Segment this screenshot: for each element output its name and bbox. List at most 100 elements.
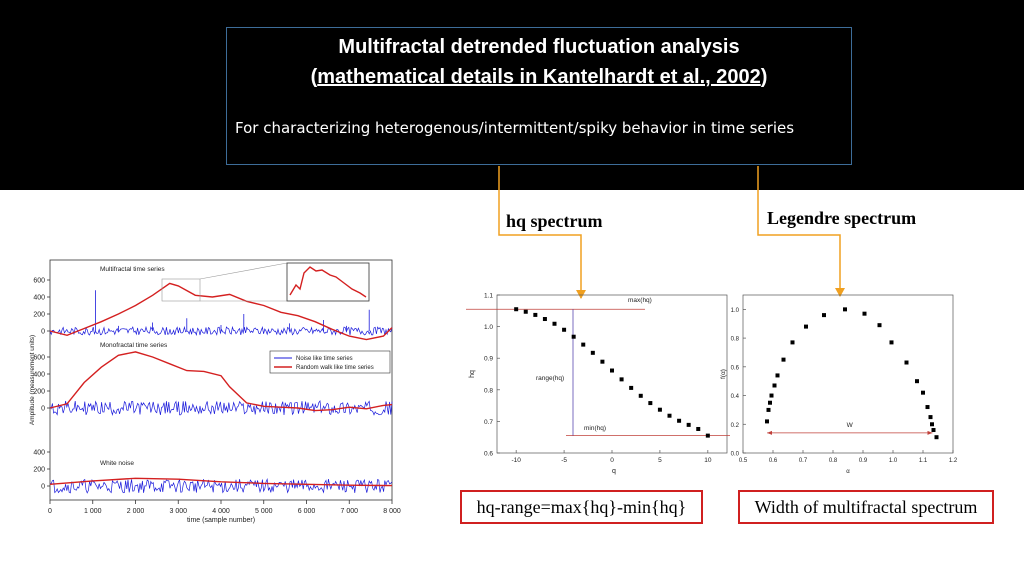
hq-x-tick-label: -5 bbox=[561, 457, 567, 464]
arrowhead-legendre bbox=[835, 288, 845, 297]
ts-legend-label-noise: Noise like time series bbox=[296, 356, 353, 362]
ts-y-tick-label: 200 bbox=[33, 467, 45, 474]
arrow-to-hq-label bbox=[498, 166, 582, 298]
fa-data-point bbox=[862, 311, 867, 316]
hq-data-point bbox=[590, 350, 595, 355]
hq-data-point bbox=[638, 393, 643, 398]
ts-zoom-line bbox=[199, 262, 288, 280]
fa-y-tick-label: 0.8 bbox=[731, 337, 740, 343]
hq-data-point bbox=[686, 422, 691, 427]
hq-data-point bbox=[542, 317, 547, 322]
hq-y-tick-label: 0.6 bbox=[484, 451, 493, 458]
ts-x-tick-label: 7 000 bbox=[340, 508, 358, 515]
hq-range-annotation: range(hq) bbox=[536, 375, 564, 382]
hq-x-tick-label: 10 bbox=[704, 457, 712, 464]
ts-y-axis-label: Amplitude (measurement units) bbox=[29, 335, 36, 425]
hq-data-point bbox=[552, 321, 557, 326]
hq-data-point bbox=[657, 407, 662, 412]
hq-y-tick-label: 1.1 bbox=[484, 293, 493, 300]
hq-data-point bbox=[581, 342, 586, 347]
fa-data-point bbox=[765, 419, 769, 424]
fa-data-point bbox=[775, 373, 780, 378]
ts-panel-label: Monofractal time series bbox=[100, 342, 168, 349]
ts-y-tick-label: 200 bbox=[33, 389, 45, 396]
fa-x-tick-label: 0.8 bbox=[829, 458, 838, 464]
fa-y-tick-label: 0.6 bbox=[731, 365, 740, 371]
fa-data-point bbox=[928, 415, 933, 420]
fa-width-arrowhead-right bbox=[927, 430, 933, 435]
ts-y-tick-label: 200 bbox=[33, 312, 45, 319]
hq-x-tick-label: -10 bbox=[511, 457, 521, 464]
fa-data-point bbox=[766, 407, 771, 412]
fa-data-point bbox=[889, 340, 894, 345]
ts-zoom-selection bbox=[161, 278, 201, 302]
hq-data-point bbox=[629, 385, 634, 390]
subtitle-open-paren: ( bbox=[310, 66, 318, 88]
fa-x-tick-label: 0.5 bbox=[739, 458, 748, 464]
hq-data-point bbox=[648, 401, 653, 406]
slide-title: Multifractal detrended fluctuation analy… bbox=[338, 36, 740, 58]
hq-data-point bbox=[696, 426, 701, 431]
fa-data-point bbox=[768, 400, 772, 405]
fa-frame bbox=[742, 294, 954, 454]
fa-x-tick-label: 0.7 bbox=[799, 458, 808, 464]
hq-y-tick-label: 0.8 bbox=[484, 387, 493, 394]
kantelhardt-reference-link[interactable]: mathematical details in Kantelhardt et a… bbox=[317, 66, 761, 88]
subtitle-close-paren: ) bbox=[760, 66, 768, 88]
fa-data-point bbox=[822, 313, 826, 318]
fa-y-tick-label: 0.4 bbox=[731, 394, 740, 400]
fa-width-annotation: W bbox=[847, 422, 854, 429]
ts-y-tick-label: 0 bbox=[41, 406, 45, 413]
ts-x-tick-label: 8 000 bbox=[383, 508, 401, 515]
legendre-spectrum-chart: 0.0 0.2 0.4 0.6 0.8 1.0 0.5 0.6 0.7 0.8 0.9 1.0 1.1 1… bbox=[720, 294, 958, 475]
hq-y-tick-label: 1.0 bbox=[484, 324, 493, 331]
ts-x-tick-label: 0 bbox=[48, 508, 52, 515]
slide-subtitle: (mathematical details in Kantelhardt et … bbox=[227, 66, 851, 89]
ts-y-tick-label: 600 bbox=[33, 355, 45, 362]
ts-panel-label: Multifractal time series bbox=[100, 266, 165, 273]
hq-data-point bbox=[705, 433, 710, 438]
fa-data-point bbox=[915, 379, 919, 384]
hq-min-annotation: min(hq) bbox=[584, 425, 606, 432]
hq-data-point bbox=[514, 307, 519, 312]
ts-random-walk-series bbox=[49, 477, 393, 487]
arrowhead-hq bbox=[576, 290, 586, 299]
hq-data-point bbox=[677, 418, 682, 423]
hq-data-point bbox=[600, 359, 605, 364]
hq-frame bbox=[496, 294, 728, 454]
hq-max-annotation: max(hq) bbox=[628, 297, 652, 304]
fa-data-point bbox=[904, 360, 909, 365]
fa-data-point bbox=[843, 307, 847, 312]
fa-data-point bbox=[934, 435, 939, 440]
ts-random-walk-series bbox=[49, 351, 393, 412]
ts-x-tick-label: 1 000 bbox=[84, 508, 102, 515]
hq-y-tick-label: 0.9 bbox=[484, 356, 493, 363]
hq-spectrum-label: hq spectrum bbox=[506, 211, 603, 231]
fa-data-point bbox=[790, 340, 795, 345]
ts-y-tick-label: 0 bbox=[41, 329, 45, 336]
ts-y-tick-label: 0 bbox=[41, 484, 45, 491]
hq-y-axis-label: hq bbox=[469, 370, 476, 378]
ts-legend-box bbox=[269, 350, 391, 374]
ts-noise-series bbox=[49, 477, 393, 494]
hq-range-formula-box: hq-range=max{hq}-min{hq} bbox=[460, 490, 703, 524]
width-caption-box: Width of multifractal spectrum bbox=[738, 490, 994, 524]
hq-data-point bbox=[523, 309, 528, 314]
hq-data-point bbox=[562, 327, 567, 332]
ts-panel-label: White noise bbox=[100, 460, 134, 467]
ts-legend-label-random-walk: Random walk like time series bbox=[296, 365, 374, 371]
fa-data-point bbox=[804, 324, 808, 329]
ts-x-tick-label: 2 000 bbox=[127, 508, 145, 515]
ts-x-tick-label: 5 000 bbox=[255, 508, 273, 515]
time-series-chart: 0 1 000 2 000 3 000 4 000 5 000 6 000 7 000 8 00… bbox=[29, 259, 401, 524]
hq-x-tick-label: 0 bbox=[610, 457, 614, 464]
fa-y-tick-label: 1.0 bbox=[731, 308, 740, 314]
fa-y-tick-label: 0.2 bbox=[731, 423, 740, 429]
fa-data-point bbox=[925, 405, 930, 410]
fa-x-tick-label: 1.0 bbox=[889, 458, 898, 464]
fa-data-point bbox=[772, 383, 777, 388]
fa-data-point bbox=[930, 422, 934, 427]
hq-x-axis-label: q bbox=[612, 468, 616, 475]
hq-data-point bbox=[610, 368, 614, 373]
